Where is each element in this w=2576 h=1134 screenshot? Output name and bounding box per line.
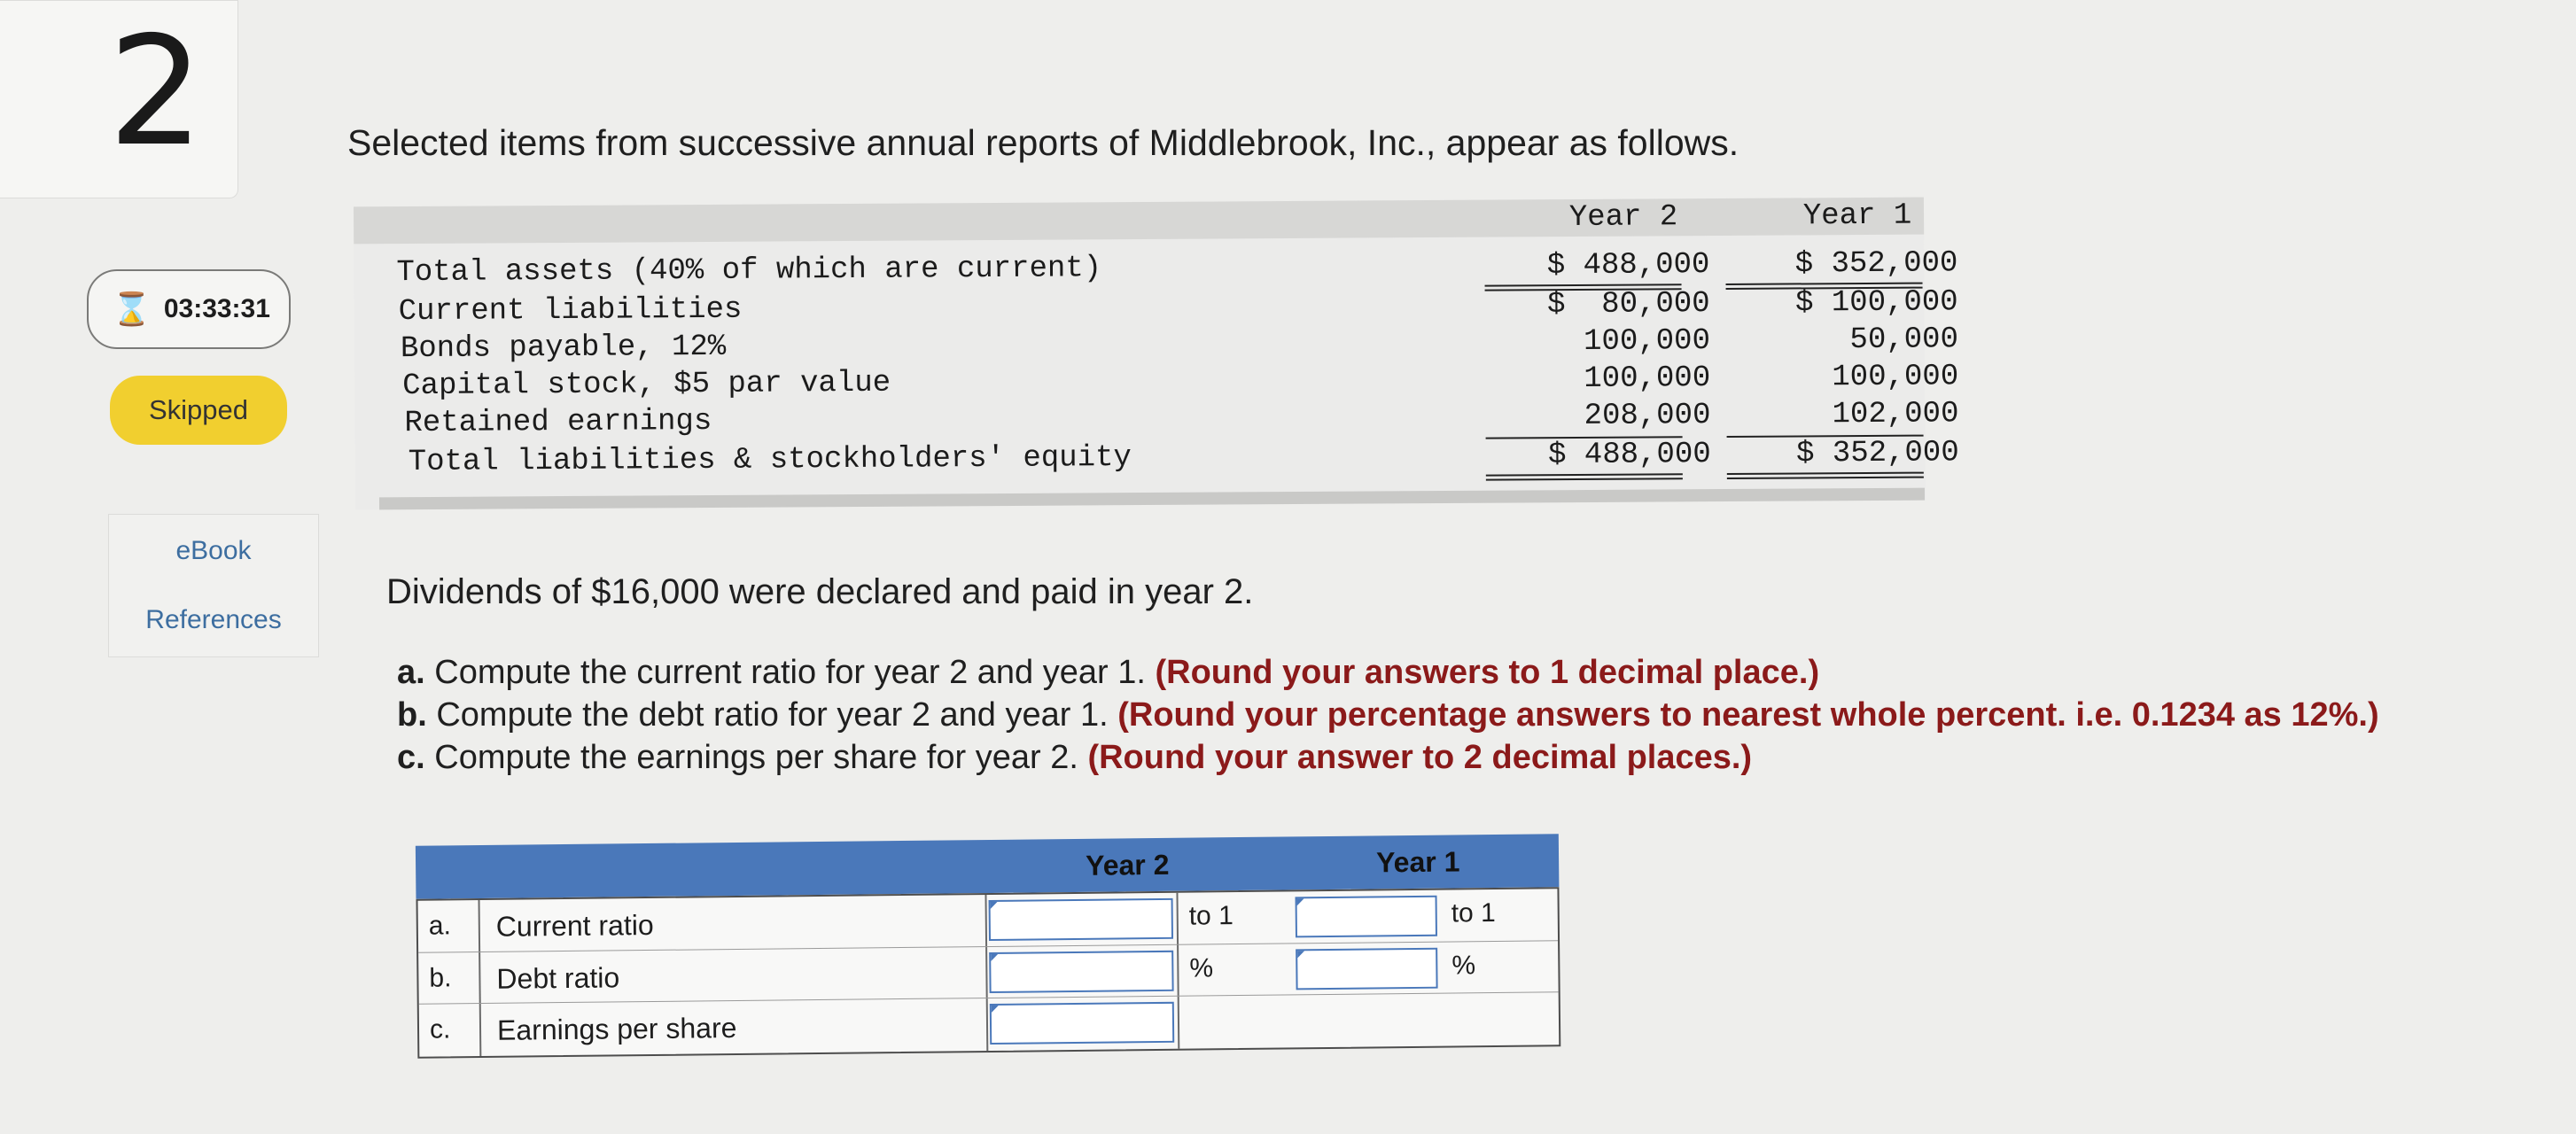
row-letter: c. <box>429 1014 451 1045</box>
unit-label: to 1 <box>1188 901 1234 931</box>
references-link[interactable]: References <box>145 605 282 634</box>
current-ratio-year2-input[interactable] <box>988 897 1174 941</box>
resource-links: eBook References <box>108 514 319 657</box>
table-row: Total liabilities & stockholders' equity… <box>355 436 1959 484</box>
rounding-requirement: (Round your answers to 1 decimal place.) <box>1155 654 1820 691</box>
unit-label: % <box>1189 953 1214 983</box>
instruction-text: Compute the current ratio for year 2 and… <box>424 654 1156 691</box>
question-number: 2 <box>108 4 205 180</box>
eps-year2-input[interactable] <box>989 1001 1175 1045</box>
instruction-b: b. Compute the debt ratio for year 2 and… <box>397 696 2379 734</box>
double-underline <box>1726 476 1924 479</box>
rounding-requirement: (Round your answer to 2 decimal places.) <box>1087 739 1753 776</box>
ebook-link[interactable]: eBook <box>175 536 252 565</box>
question-prompt: Selected items from successive annual re… <box>347 122 1739 163</box>
value-year1: $ 352,000 <box>1795 436 1959 471</box>
instruction-c: c. Compute the earnings per share for ye… <box>397 739 1752 777</box>
question-number-box: 2 <box>0 0 238 198</box>
value-year1: 102,000 <box>1832 397 1959 432</box>
instruction-letter: a. <box>397 654 425 691</box>
instruction-letter: c. <box>397 739 425 776</box>
answer-table: Year 2 Year 1 a. Current ratio to 1 to 1… <box>415 818 1561 1060</box>
instruction-letter: b. <box>397 696 427 734</box>
answer-grid: a. Current ratio to 1 to 1 b. Debt ratio… <box>416 887 1561 1059</box>
unit-label: % <box>1451 951 1476 981</box>
row-label: Current liabilities <box>398 292 743 330</box>
unit-label: to 1 <box>1451 898 1496 928</box>
timer-value: 03:33:31 <box>163 294 270 323</box>
value-year1: 50,000 <box>1849 322 1959 358</box>
value-year1: 100,000 <box>1832 360 1959 395</box>
row-label: Bonds payable, 12% <box>400 330 727 367</box>
debt-ratio-year2-input[interactable] <box>989 950 1174 993</box>
instruction-text: Compute the debt ratio for year 2 and ye… <box>426 696 1118 734</box>
row-label: Retained earnings <box>404 404 712 441</box>
hourglass-icon: ⌛ <box>112 291 152 327</box>
answer-row-eps: c. Earnings per share <box>418 991 1560 1056</box>
row-label: Total liabilities & stockholders' equity <box>408 441 1132 480</box>
row-label: Current ratio <box>495 908 654 943</box>
double-underline <box>1484 284 1682 287</box>
value-year1: $ 352,000 <box>1794 246 1958 282</box>
dividends-note: Dividends of $16,000 were declared and p… <box>386 572 1254 611</box>
rounding-requirement: (Round your percentage answers to neares… <box>1117 696 2379 734</box>
instruction-a: a. Compute the current ratio for year 2 … <box>397 654 1819 692</box>
row-label: Debt ratio <box>496 961 620 995</box>
row-letter: b. <box>429 963 452 993</box>
row-label: Earnings per share <box>496 1011 737 1046</box>
double-underline <box>1725 282 1923 285</box>
value-year1: $ 100,000 <box>1794 285 1958 321</box>
current-ratio-year1-input[interactable] <box>1295 895 1437 938</box>
double-underline <box>1485 478 1683 481</box>
double-underline <box>1485 473 1683 477</box>
row-label: Capital stock, $5 par value <box>402 366 891 404</box>
timer: ⌛ 03:33:31 <box>87 269 291 349</box>
row-letter: a. <box>428 911 452 941</box>
answer-header-year2: Year 2 <box>1085 848 1170 882</box>
answer-header-year1: Year 1 <box>1375 845 1460 879</box>
double-underline <box>1726 471 1924 475</box>
debt-ratio-year1-input[interactable] <box>1296 947 1438 990</box>
status-badge[interactable]: Skipped <box>110 376 287 445</box>
column-header-year1: Year 1 <box>1802 198 1912 234</box>
financial-table: Year 2 Year 1 Total assets (40% of which… <box>353 197 1959 510</box>
column-header-year2: Year 2 <box>1568 200 1678 236</box>
instruction-text: Compute the earnings per share for year … <box>424 739 1088 776</box>
row-label: Total assets (40% of which are current) <box>396 252 1102 291</box>
